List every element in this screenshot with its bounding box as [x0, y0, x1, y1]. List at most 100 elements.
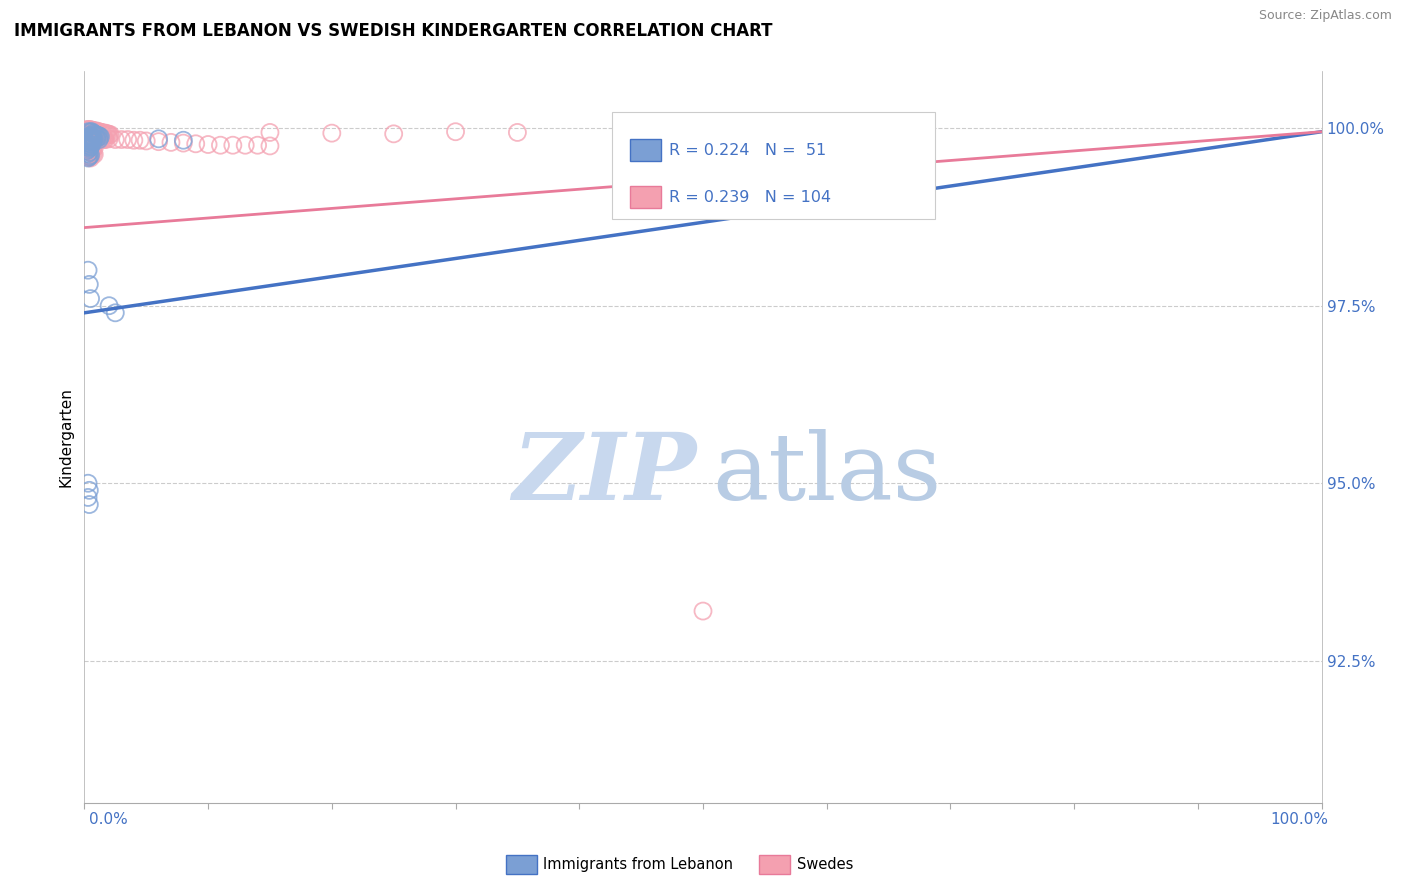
Point [82, 128, 104, 143]
Point [79, 122, 101, 136]
Point [89, 131, 111, 145]
Point [197, 137, 219, 152]
Point [80, 125, 103, 139]
Point [98, 128, 121, 142]
Point [79, 142, 101, 156]
Point [79, 145, 101, 160]
Point [82, 130, 104, 145]
Point [89, 125, 111, 139]
Text: IMMIGRANTS FROM LEBANON VS SWEDISH KINDERGARTEN CORRELATION CHART: IMMIGRANTS FROM LEBANON VS SWEDISH KINDE… [14, 22, 772, 40]
Point [79, 150, 101, 164]
Point [87, 130, 110, 145]
Point [79, 139, 101, 153]
Point [77, 132, 100, 146]
Point [135, 134, 157, 148]
Point [79, 129, 101, 144]
Point [76, 144, 98, 158]
Point [79, 150, 101, 164]
Point [79, 129, 101, 144]
Point [77, 128, 100, 143]
Text: 0.0%: 0.0% [89, 812, 128, 827]
Point [104, 132, 127, 146]
Point [97, 127, 120, 141]
Text: ZIP: ZIP [512, 429, 696, 518]
Point [80, 132, 103, 146]
Point [233, 138, 256, 153]
Point [89, 131, 111, 145]
Point [91, 126, 114, 140]
Point [77, 137, 100, 152]
Point [87, 125, 110, 139]
Point [79, 139, 101, 153]
Point [89, 128, 111, 143]
Point [259, 125, 281, 139]
Point [79, 134, 101, 148]
Text: Swedes: Swedes [797, 857, 853, 871]
Point [79, 131, 101, 145]
Text: Immigrants from Lebanon: Immigrants from Lebanon [543, 857, 733, 871]
Point [321, 126, 343, 140]
Point [98, 128, 121, 142]
Text: atlas: atlas [711, 429, 942, 518]
Point [172, 136, 194, 150]
Point [77, 128, 100, 143]
Point [77, 136, 100, 150]
Point [76, 122, 98, 136]
Point [77, 139, 100, 153]
Point [80, 146, 103, 161]
Point [80, 136, 103, 150]
Point [80, 143, 103, 157]
Point [79, 136, 101, 151]
Point [630, 138, 652, 153]
Point [79, 128, 101, 143]
Point [98, 132, 121, 146]
Point [83, 127, 105, 141]
Point [246, 138, 269, 153]
Point [79, 277, 101, 292]
Point [86, 130, 108, 145]
Point [83, 141, 105, 155]
Point [82, 140, 104, 154]
Point [79, 122, 101, 136]
Point [77, 491, 100, 505]
Point [91, 132, 114, 146]
Point [209, 138, 232, 153]
Point [84, 128, 107, 142]
Point [82, 133, 104, 147]
Point [79, 141, 101, 155]
Point [77, 125, 100, 139]
Point [148, 132, 170, 146]
Point [77, 133, 100, 147]
Text: R = 0.239   N = 104: R = 0.239 N = 104 [669, 190, 831, 204]
Point [77, 141, 100, 155]
Point [90, 125, 112, 139]
Point [77, 140, 100, 154]
Point [77, 134, 100, 148]
Point [79, 149, 101, 163]
Point [82, 136, 104, 150]
Point [79, 145, 101, 160]
Point [79, 139, 101, 153]
Point [83, 129, 105, 144]
Point [94, 126, 117, 140]
Point [79, 143, 101, 157]
Point [80, 137, 103, 152]
Point [79, 135, 101, 149]
Point [82, 146, 104, 161]
Point [79, 133, 101, 147]
Y-axis label: Kindergarten: Kindergarten [58, 387, 73, 487]
Point [77, 140, 100, 154]
Point [79, 125, 101, 139]
Point [222, 138, 245, 153]
Point [80, 130, 103, 145]
Point [77, 139, 100, 153]
Point [79, 128, 101, 143]
Point [129, 133, 152, 147]
Point [122, 133, 145, 147]
Point [94, 132, 117, 146]
Point [93, 126, 115, 140]
Point [77, 146, 100, 161]
Point [80, 135, 103, 149]
Point [104, 306, 127, 320]
Point [110, 132, 132, 146]
